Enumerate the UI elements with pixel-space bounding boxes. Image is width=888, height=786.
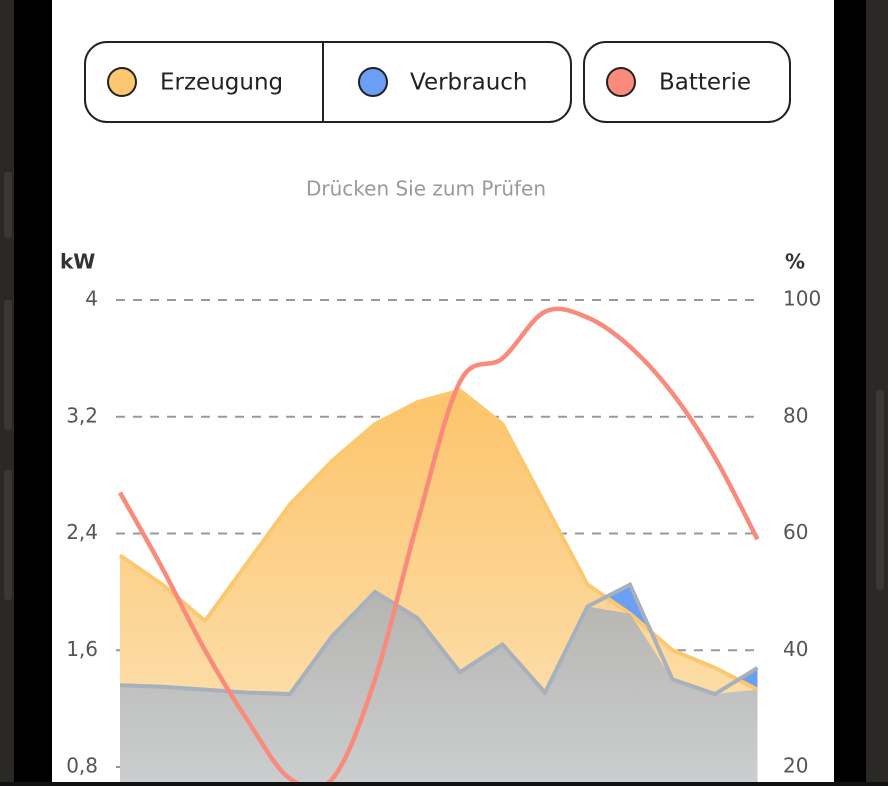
- overlap-area: [120, 591, 758, 786]
- legend-label: Verbrauch: [410, 70, 528, 96]
- legend-swatch: [606, 67, 636, 97]
- legend-item[interactable]: Verbrauch: [358, 67, 528, 97]
- y2-tick-label: 80: [783, 403, 808, 427]
- y-tick-label: 0,8: [66, 754, 98, 778]
- consumption-line: [119, 581, 759, 697]
- side-button: [876, 390, 884, 590]
- legend-swatch: [107, 67, 137, 97]
- y2-axis-label: %: [785, 250, 805, 274]
- side-button: [4, 470, 12, 600]
- y2-tick-label: 100: [783, 287, 821, 311]
- y-tick-label: 4: [85, 287, 98, 311]
- y2-tick-label: 20: [783, 754, 808, 778]
- side-button: [4, 172, 12, 238]
- legend-group: [583, 41, 791, 123]
- legend-label: Batterie: [659, 70, 751, 96]
- side-button: [4, 300, 12, 430]
- y-tick-label: 3,2: [66, 403, 98, 427]
- y2-tick-label: 60: [783, 520, 808, 544]
- legend-item[interactable]: Erzeugung: [107, 67, 283, 97]
- battery-line: [118, 306, 760, 786]
- hint: Drücken Sie zum Prüfen: [306, 177, 546, 201]
- legend: Erzeugung Verbrauch Batterie: [107, 67, 751, 97]
- plot: 0,8 1,6 2,4 3,2 4 20 40 60 80 100: [66, 287, 821, 786]
- legend-swatch: [358, 67, 388, 97]
- legend-group: [84, 41, 572, 123]
- y-tick-label: 1,6: [66, 637, 98, 661]
- y-tick-label: 2,4: [66, 520, 98, 544]
- legend-item[interactable]: Batterie: [606, 67, 751, 97]
- legend-label: Erzeugung: [160, 70, 283, 96]
- y2-tick-label: 40: [783, 637, 808, 661]
- y-axis-label: kW: [60, 250, 95, 274]
